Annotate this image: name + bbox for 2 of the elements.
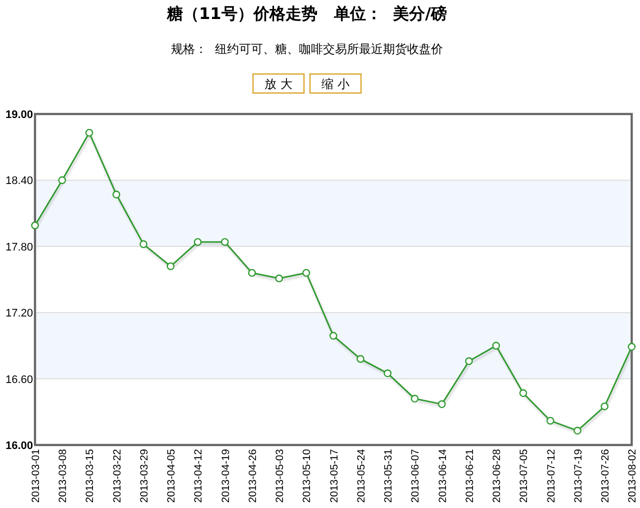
title: 糖（11号）价格走势 单位： 美分/磅 xyxy=(167,4,447,23)
subtitle: 规格： 纽约可可、糖、咖啡交易所最近期货收盘价 xyxy=(171,42,443,56)
